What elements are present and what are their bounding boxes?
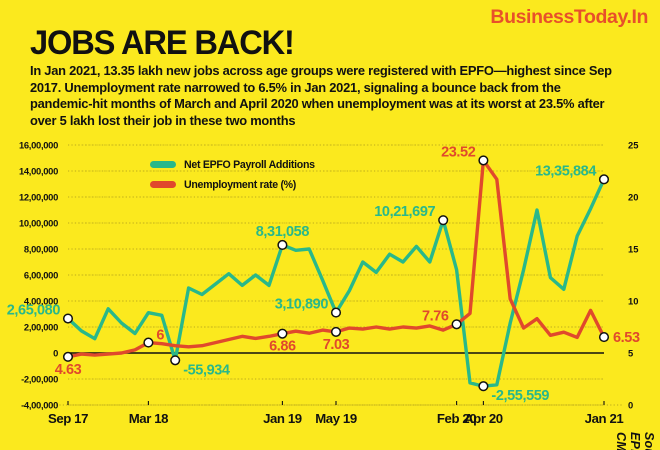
page-title: JOBS ARE BACK! [30, 24, 295, 62]
svg-text:2,65,080: 2,65,080 [7, 303, 61, 319]
legend-item-unemployment: Unemployment rate (%) [150, 176, 315, 193]
svg-text:10: 10 [628, 295, 638, 306]
source-attribution: Source: EPFO, CMIE [614, 432, 656, 450]
svg-text:-2,00,000: -2,00,000 [21, 373, 58, 384]
brand-logo: BusinessToday.In [490, 6, 648, 28]
chart-legend: Net EPFO Payroll Additions Unemployment … [150, 156, 315, 196]
svg-text:Jan 21: Jan 21 [585, 411, 624, 426]
svg-text:-55,934: -55,934 [183, 362, 230, 378]
legend-item-payroll: Net EPFO Payroll Additions [150, 156, 315, 173]
svg-text:Sep 17: Sep 17 [48, 411, 88, 426]
svg-text:6.53: 6.53 [613, 330, 640, 346]
svg-text:6: 6 [156, 328, 164, 344]
legend-label-unemployment: Unemployment rate (%) [184, 178, 297, 191]
svg-text:Jan 19: Jan 19 [263, 411, 302, 426]
svg-text:14,00,000: 14,00,000 [19, 165, 58, 176]
line-chart: -4,00,000 -2,00,000 0 2,00,000 4,00,000 6,00,… [7, 139, 641, 426]
chart-container: -4,00,000 -2,00,000 0 2,00,000 4,00,000 6,00,… [0, 132, 660, 450]
svg-text:15: 15 [628, 243, 638, 254]
svg-text:May 19: May 19 [315, 411, 357, 426]
legend-swatch-payroll [150, 161, 176, 168]
svg-text:12,00,000: 12,00,000 [19, 191, 58, 202]
svg-text:4.63: 4.63 [55, 362, 82, 378]
svg-text:3,10,890: 3,10,890 [275, 297, 329, 313]
svg-text:13,35,884: 13,35,884 [535, 163, 596, 179]
svg-text:6,00,000: 6,00,000 [24, 269, 58, 280]
svg-text:10,21,697: 10,21,697 [374, 204, 435, 220]
svg-text:23.52: 23.52 [441, 144, 476, 160]
svg-text:-4,00,000: -4,00,000 [21, 399, 58, 410]
svg-text:7.76: 7.76 [422, 308, 449, 324]
svg-text:Mar 18: Mar 18 [129, 411, 168, 426]
svg-text:0: 0 [53, 347, 58, 358]
svg-text:7.03: 7.03 [323, 337, 350, 353]
svg-text:-2,55,559: -2,55,559 [491, 388, 549, 404]
svg-text:10,00,000: 10,00,000 [19, 217, 58, 228]
svg-text:25: 25 [628, 139, 638, 150]
svg-text:8,31,058: 8,31,058 [256, 224, 310, 240]
svg-text:2,00,000: 2,00,000 [24, 321, 58, 332]
legend-swatch-unemployment [150, 181, 176, 188]
svg-text:5: 5 [628, 347, 633, 358]
svg-text:Feb 20: Feb 20 [437, 411, 476, 426]
svg-text:16,00,000: 16,00,000 [19, 139, 58, 150]
svg-text:Apr 20: Apr 20 [464, 411, 503, 426]
svg-text:4,00,000: 4,00,000 [24, 295, 58, 306]
legend-label-payroll: Net EPFO Payroll Additions [184, 158, 315, 171]
svg-text:8,00,000: 8,00,000 [24, 243, 58, 254]
svg-text:6.86: 6.86 [269, 339, 296, 355]
svg-text:0: 0 [628, 399, 633, 410]
standfirst-paragraph: In Jan 2021, 13.35 lakh new jobs across … [30, 63, 612, 128]
svg-text:20: 20 [628, 191, 638, 202]
